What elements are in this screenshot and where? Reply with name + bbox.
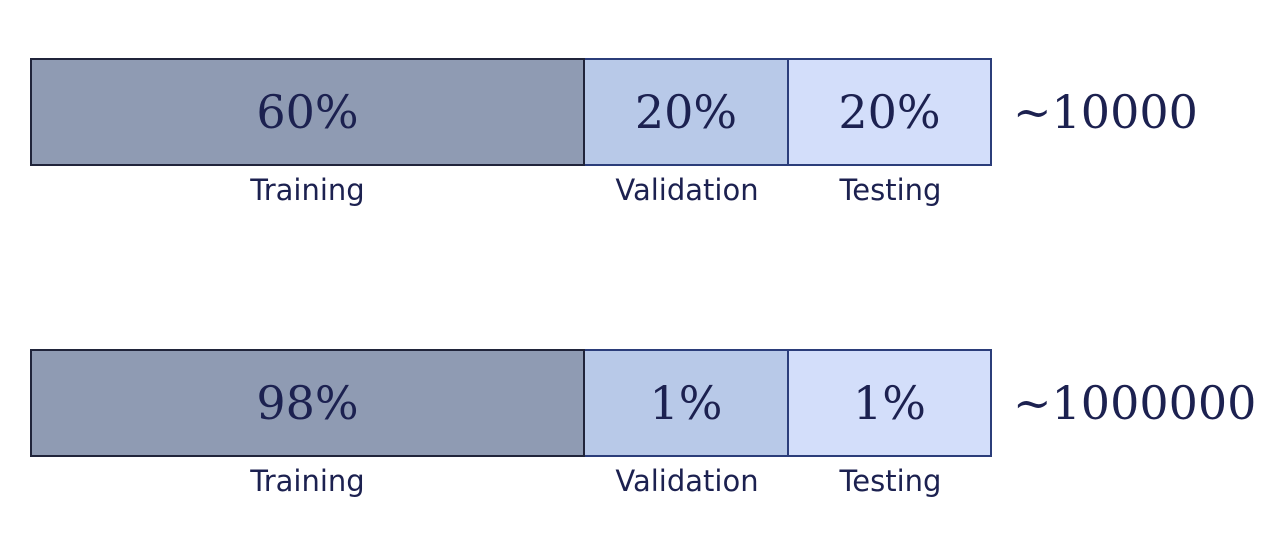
testing-label: Testing bbox=[839, 464, 942, 498]
validation-label: Validation bbox=[615, 464, 759, 498]
training-segment: 98% bbox=[30, 349, 585, 457]
dataset-size: ~10000 bbox=[1013, 85, 1198, 139]
testing-segment: 20% bbox=[789, 58, 992, 166]
training-segment: 60% bbox=[30, 58, 585, 166]
split-row-small-dataset: 60% 20% 20% Training Validation Testing … bbox=[30, 58, 1280, 218]
dataset-size: ~1000000 bbox=[1013, 376, 1257, 430]
split-bar: 60% 20% 20% bbox=[30, 58, 992, 166]
training-percent: 60% bbox=[256, 85, 359, 139]
split-row-large-dataset: 98% 1% 1% Training Validation Testing ~1… bbox=[30, 349, 1280, 509]
training-label: Training bbox=[250, 464, 365, 498]
training-label: Training bbox=[250, 173, 365, 207]
validation-percent: 20% bbox=[634, 85, 738, 139]
split-bar: 98% 1% 1% bbox=[30, 349, 992, 457]
testing-percent: 1% bbox=[853, 376, 926, 430]
validation-segment: 20% bbox=[585, 58, 789, 166]
testing-segment: 1% bbox=[789, 349, 992, 457]
testing-percent: 20% bbox=[838, 85, 941, 139]
segment-labels: Training Validation Testing bbox=[30, 170, 992, 210]
testing-label: Testing bbox=[839, 173, 942, 207]
validation-label: Validation bbox=[615, 173, 759, 207]
validation-percent: 1% bbox=[649, 376, 723, 430]
validation-segment: 1% bbox=[585, 349, 789, 457]
segment-labels: Training Validation Testing bbox=[30, 461, 992, 501]
training-percent: 98% bbox=[256, 376, 359, 430]
